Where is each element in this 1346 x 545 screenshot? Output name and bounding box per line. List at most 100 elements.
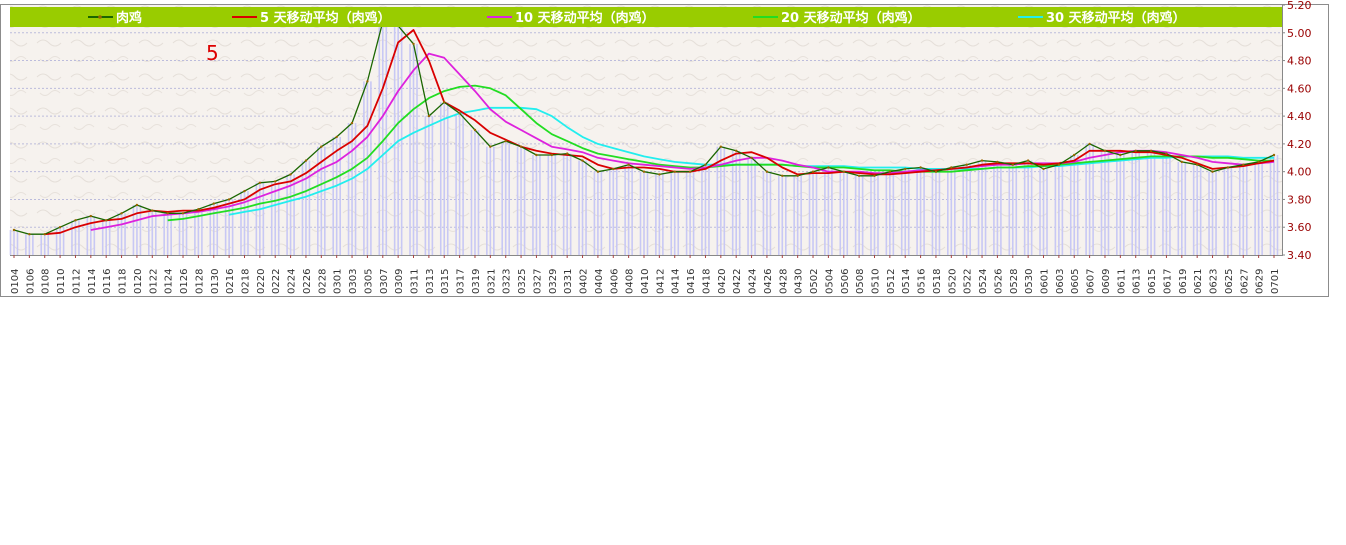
price-point bbox=[1134, 149, 1137, 152]
price-bar bbox=[716, 146, 719, 255]
price-bar bbox=[1123, 155, 1125, 255]
price-bar bbox=[508, 141, 511, 255]
price-bar bbox=[62, 227, 65, 255]
price-bar bbox=[947, 167, 949, 255]
x-tick-label: 0120 bbox=[133, 269, 144, 294]
price-bar bbox=[216, 203, 219, 255]
x-tick-label: 0514 bbox=[901, 269, 912, 294]
price-bar bbox=[240, 191, 242, 255]
price-point bbox=[289, 173, 292, 176]
price-bar bbox=[861, 175, 864, 255]
price-bar bbox=[332, 136, 334, 255]
price-bar bbox=[293, 174, 295, 255]
price-bar bbox=[812, 171, 814, 255]
price-bar bbox=[1008, 164, 1011, 255]
price-bar bbox=[923, 167, 925, 255]
x-tick-label: 0108 bbox=[41, 269, 52, 294]
price-bar bbox=[1015, 164, 1018, 255]
price-point bbox=[443, 101, 446, 104]
price-point bbox=[243, 189, 246, 193]
price-bar bbox=[163, 213, 165, 255]
price-point bbox=[504, 139, 507, 143]
price-bar bbox=[1227, 167, 1229, 255]
price-point bbox=[642, 170, 646, 173]
price-bar bbox=[1254, 161, 1256, 255]
price-bar bbox=[547, 155, 550, 255]
x-tick-label: 0518 bbox=[932, 269, 943, 294]
x-tick-label: 0331 bbox=[563, 269, 574, 294]
price-bar bbox=[1242, 164, 1245, 255]
price-bar bbox=[166, 213, 169, 255]
price-bar bbox=[1150, 150, 1152, 255]
price-bar bbox=[1245, 164, 1248, 255]
price-bar bbox=[1046, 168, 1048, 255]
price-bar bbox=[738, 150, 741, 255]
series-lines bbox=[12, 20, 1276, 236]
price-bar bbox=[363, 81, 365, 255]
price-bar bbox=[919, 167, 922, 255]
x-tick-label: 0315 bbox=[440, 269, 451, 294]
price-point bbox=[1042, 167, 1045, 171]
price-bar bbox=[455, 113, 457, 255]
price-point bbox=[304, 159, 308, 162]
price-bar bbox=[1146, 150, 1149, 255]
price-bar bbox=[504, 141, 507, 255]
price-bar bbox=[1162, 153, 1164, 255]
price-point bbox=[335, 135, 338, 139]
price-bar bbox=[262, 182, 265, 255]
x-tick-label: 0522 bbox=[963, 269, 974, 294]
price-bar bbox=[1042, 168, 1045, 255]
price-bar bbox=[13, 230, 15, 255]
price-bar bbox=[154, 210, 157, 255]
price-bar bbox=[662, 174, 664, 255]
x-tick-label: 0220 bbox=[256, 269, 267, 294]
price-point bbox=[1272, 153, 1276, 157]
x-tick-label: 0418 bbox=[701, 269, 712, 294]
x-tick-label: 0426 bbox=[763, 269, 774, 294]
price-bar bbox=[747, 157, 749, 255]
price-bar bbox=[692, 171, 695, 255]
series-line-ma5 bbox=[44, 29, 1275, 236]
x-tick-label: 0504 bbox=[824, 269, 835, 294]
price-bar bbox=[194, 209, 196, 255]
price-bar bbox=[938, 171, 941, 255]
price-bar bbox=[1011, 164, 1014, 255]
price-bar bbox=[877, 175, 879, 255]
y-tick-label: 3.40 bbox=[1287, 249, 1312, 262]
price-point bbox=[673, 170, 676, 173]
price-bar bbox=[535, 155, 538, 255]
price-point bbox=[135, 203, 139, 207]
price-bar bbox=[766, 171, 768, 255]
price-bar bbox=[381, 21, 384, 256]
price-bar bbox=[501, 141, 504, 255]
price-point bbox=[934, 170, 938, 173]
x-tick-label: 0420 bbox=[717, 269, 728, 294]
price-bar bbox=[916, 167, 918, 255]
price-bar bbox=[585, 160, 587, 255]
price-point bbox=[596, 170, 600, 173]
price-bar bbox=[554, 155, 557, 255]
price-bar bbox=[685, 171, 688, 255]
price-point bbox=[1226, 166, 1230, 169]
price-bar bbox=[301, 160, 304, 255]
price-bar bbox=[1058, 164, 1060, 255]
legend-label: 30 天移动平均（肉鸡） bbox=[1046, 10, 1186, 26]
price-bar bbox=[612, 168, 615, 255]
price-bar bbox=[412, 43, 415, 255]
price-bar bbox=[289, 174, 292, 255]
price-bar bbox=[324, 146, 326, 255]
x-tick-label: 0130 bbox=[210, 269, 221, 294]
x-tick-label: 0106 bbox=[25, 269, 36, 294]
price-bar bbox=[424, 116, 427, 255]
y-tick-label: 3.60 bbox=[1287, 221, 1312, 234]
price-bar bbox=[74, 220, 77, 255]
price-bar bbox=[493, 146, 495, 255]
x-tick-label: 0327 bbox=[532, 269, 543, 294]
x-tick-label: 0104 bbox=[10, 269, 21, 294]
price-bar bbox=[40, 234, 43, 255]
x-tick-label: 0114 bbox=[87, 269, 98, 294]
price-bar bbox=[808, 171, 811, 255]
price-bar bbox=[750, 157, 753, 255]
x-tick-label: 0428 bbox=[778, 269, 789, 294]
